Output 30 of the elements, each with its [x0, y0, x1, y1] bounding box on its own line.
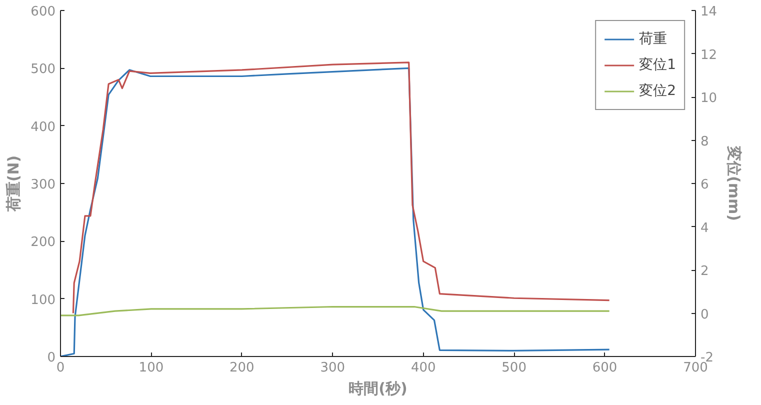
line-series	[60, 67, 610, 356]
y-axis-title: 荷重(N)	[4, 155, 23, 213]
y-tick-label: 400	[30, 120, 56, 135]
y-tick-label: 100	[30, 292, 56, 308]
x-axis-title: 時間(秒)	[348, 380, 408, 398]
y-tick-label: 200	[30, 235, 56, 250]
legend-label: 荷重	[639, 30, 668, 48]
x-tick-label: 300	[320, 360, 346, 376]
x-tick-label: 400	[410, 360, 436, 376]
y2-tick-label: 2	[700, 264, 709, 279]
y2-axis-title: 変位(mm)	[725, 145, 744, 221]
y2-tick-label: 12	[700, 48, 718, 63]
y2-tick-label: 10	[700, 91, 718, 106]
x-tick-label: 100	[138, 360, 164, 376]
legend-label: 変位1	[639, 56, 676, 74]
line-series	[60, 306, 610, 316]
y2-tick-label: 8	[700, 134, 709, 150]
y-tick-label: 600	[30, 4, 56, 20]
y-tick-label: 0	[47, 350, 56, 366]
y2-tick-label: 6	[700, 178, 709, 192]
x-tick-label: 600	[592, 360, 618, 376]
y2-tick-label: 0	[700, 307, 709, 322]
y2-tick-label: 14	[700, 4, 718, 20]
x-tick-label: 200	[230, 360, 254, 376]
y-tick-label: 300	[30, 178, 56, 192]
line-series	[72, 62, 610, 314]
x-tick-label: 500	[502, 360, 526, 376]
y2-tick-label: 4	[700, 220, 709, 236]
legend-label: 変位2	[639, 82, 676, 100]
y-tick-label: 500	[30, 62, 56, 78]
